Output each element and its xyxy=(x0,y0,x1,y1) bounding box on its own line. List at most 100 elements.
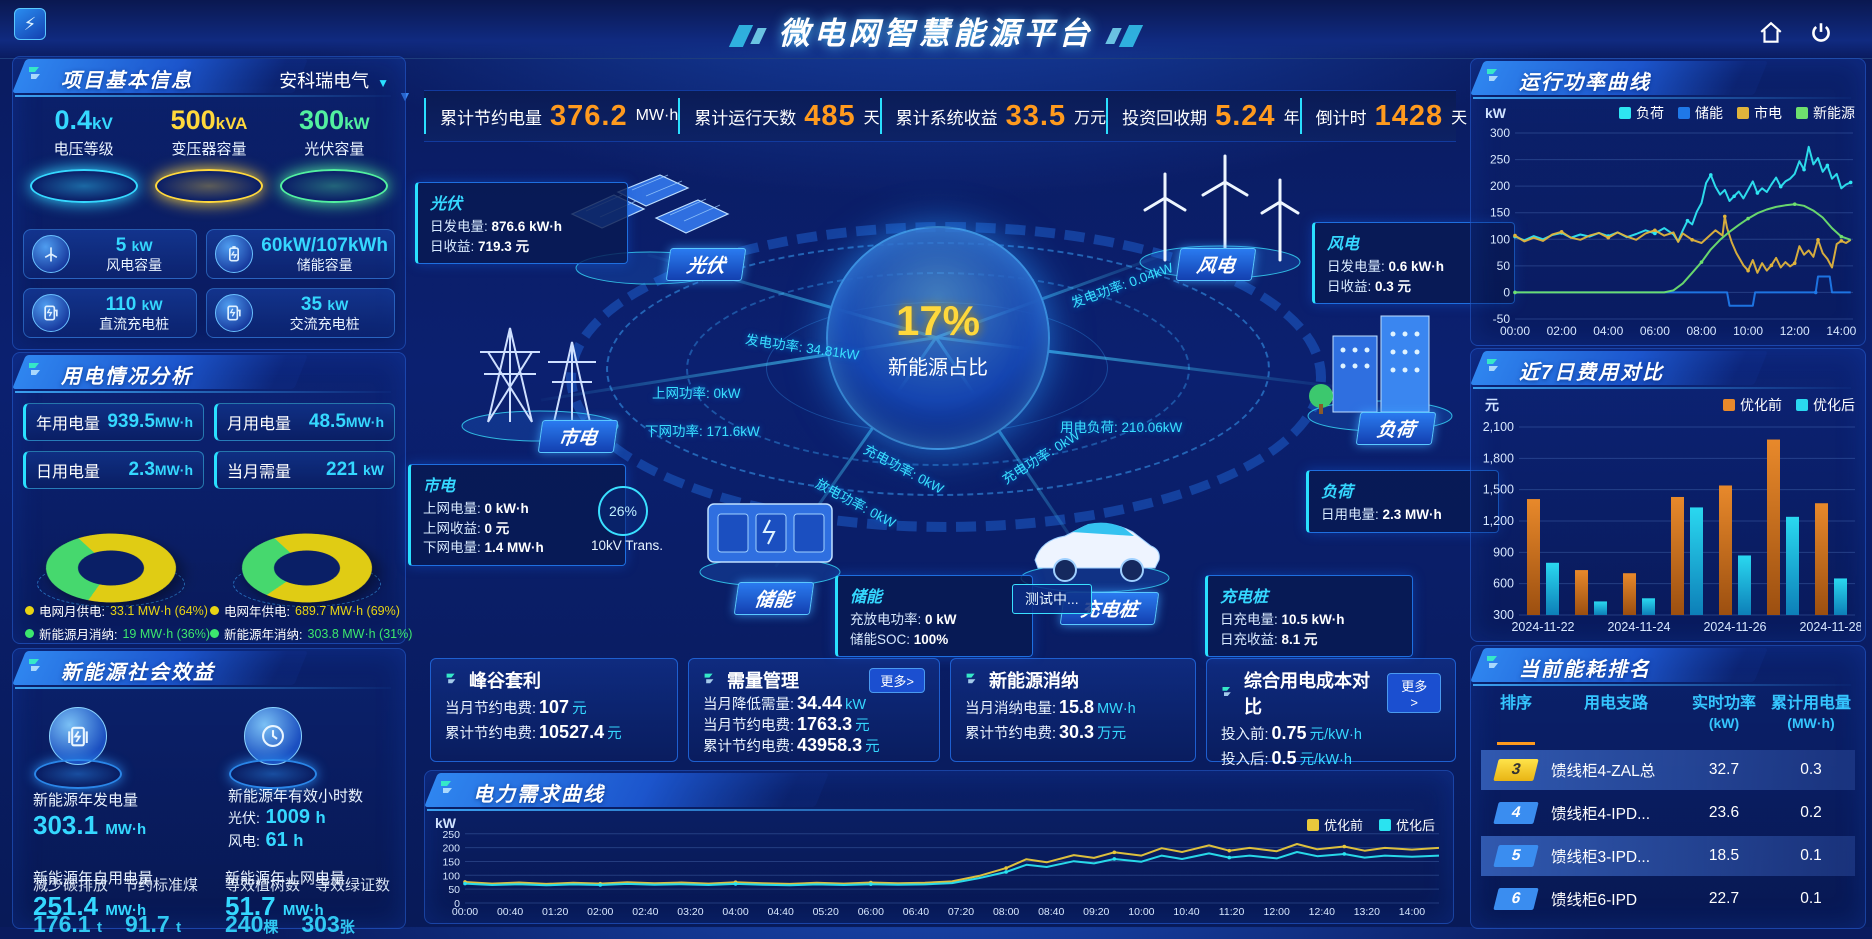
rank-badge: 4 xyxy=(1493,802,1539,824)
legend-item[interactable]: 优化前 xyxy=(1306,815,1363,834)
day-usage: 日用电量 2.3MW·h xyxy=(23,451,204,489)
svg-text:14:00: 14:00 xyxy=(1826,324,1856,338)
svg-text:50: 50 xyxy=(448,884,460,896)
demand-y-unit: kW xyxy=(435,815,456,831)
column-header: 用电支路 xyxy=(1583,695,1648,712)
corner-flag-icon xyxy=(1222,686,1231,697)
demand-curve-header: 电力需求曲线 xyxy=(424,771,1453,811)
panel-flag-icon xyxy=(29,659,40,671)
svg-text:100: 100 xyxy=(1490,232,1510,246)
dc-charger-card: 110 kW 直流充电桩 xyxy=(23,288,198,338)
svg-text:00:00: 00:00 xyxy=(1500,324,1530,338)
run-power-header: 运行功率曲线 xyxy=(1470,59,1865,99)
svg-text:2024-11-24: 2024-11-24 xyxy=(1607,620,1670,634)
panel-title: 当前能耗排名 xyxy=(1519,659,1651,681)
kpi-energy-saved: 累计节约电量 376.2 MW·h xyxy=(424,98,678,134)
transformer-capacity: 500kVA 变压器容量 xyxy=(146,105,271,203)
flow-to-grid: 上网功率: 0kW xyxy=(652,386,741,401)
year-supply-donut xyxy=(218,503,396,616)
home-icon xyxy=(1760,21,1782,43)
wind-node-label: 风电 xyxy=(1175,248,1257,281)
table-row[interactable]: 4 馈线柜4-IPD... 23.6 0.2 xyxy=(1481,793,1855,833)
collapse-arrow-icon[interactable]: ▼ xyxy=(398,88,412,104)
page-title: 微电网智慧能源平台 xyxy=(0,8,1872,53)
svg-text:06:40: 06:40 xyxy=(903,906,929,918)
grid-info-box: 市电 上网电量: 0 kW·h 上网收益: 0 元 下网电量: 1.4 MW·h xyxy=(408,464,626,566)
svg-text:06:00: 06:00 xyxy=(1640,324,1670,338)
panel-title: 项目基本信息 xyxy=(61,70,193,92)
svg-text:2,100: 2,100 xyxy=(1483,420,1514,434)
panel-flag-icon xyxy=(1487,359,1498,371)
home-button[interactable] xyxy=(1752,14,1790,52)
renewable-percent-label: 新能源占比 xyxy=(888,356,988,379)
svg-text:250: 250 xyxy=(442,829,460,841)
scroll-indicator xyxy=(1497,742,1535,745)
svg-text:600: 600 xyxy=(1493,577,1514,591)
svg-text:14:00: 14:00 xyxy=(1399,906,1425,918)
flow-load-power: 用电负荷: 210.06kW xyxy=(1060,420,1183,435)
svg-text:02:40: 02:40 xyxy=(632,906,658,918)
cost-compare-panel: 近7日费用对比 元 优化前 优化后 300 600 900 1,200 1,500 1,8… xyxy=(1470,348,1866,642)
legend-item[interactable]: 新能源 xyxy=(1796,103,1855,123)
svg-text:08:40: 08:40 xyxy=(1038,906,1064,918)
pv-capacity: 300kW 光伏容量 xyxy=(272,105,397,203)
month-usage: 月用电量 48.5MW·h xyxy=(214,403,395,441)
cost-bar-chart: 300 600 900 1,200 1,500 1,800 2,100 2024-11-22 2… xyxy=(1483,420,1861,634)
kpi-run-days: 累计运行天数 485 天 xyxy=(678,98,880,134)
run-power-line-chart: -50 0 50 100 150 200 250 300 00:00 02:00 04:00 06:0… xyxy=(1490,127,1857,338)
wind-capacity-card: 5 kW 风电容量 xyxy=(23,229,198,279)
legend-item: 新能源年消纳: 303.8 MW·h (31%) xyxy=(210,624,412,643)
power-button[interactable] xyxy=(1802,14,1840,52)
panel-flag-icon xyxy=(1487,69,1498,81)
pv-node-label: 光伏 xyxy=(665,248,747,281)
load-info-box: 负荷 日用电量: 2.3 MW·h xyxy=(1306,470,1499,533)
battery-lightning-icon xyxy=(49,707,107,765)
ranking-table-header: 排序 用电支路 实时功率 (kW) 累计用电量 (MW·h) xyxy=(1481,694,1855,734)
wind-info-box: 风电 日发电量: 0.6 kW·h 日收益: 0.3 元 xyxy=(1312,222,1515,305)
peak-valley-arbitrage-box: 峰谷套利 当月节约电费: 107 元 累计节约电费: 10527.4 元 xyxy=(430,658,678,762)
table-row[interactable]: 5 馈线柜3-IPD... 18.5 0.1 xyxy=(1481,836,1855,876)
power-analysis-header: 用电情况分析 xyxy=(12,353,405,393)
month-supply-donut xyxy=(22,503,200,616)
svg-text:07:20: 07:20 xyxy=(948,906,974,918)
capacity-cards: 5 kW 风电容量 60kW/107kWh 储能容量 110 kW 直流充电桩 … xyxy=(23,229,395,338)
svg-text:08:00: 08:00 xyxy=(993,906,1019,918)
demand-more-button[interactable]: 更多> xyxy=(869,667,925,693)
panel-title: 近7日费用对比 xyxy=(1519,362,1665,384)
table-row[interactable]: 6 馈线柜6-IPD 22.7 0.1 xyxy=(1481,879,1855,919)
column-header: 实时功率 (kW) xyxy=(1691,695,1756,731)
app-logo-icon: ⚡ xyxy=(14,8,46,40)
svg-text:300: 300 xyxy=(1490,127,1510,140)
legend-item[interactable]: 优化后 xyxy=(1378,815,1435,834)
table-row[interactable]: 3 馈线柜4-ZAL总 32.7 0.3 xyxy=(1481,750,1855,790)
cost-y-unit: 元 xyxy=(1485,397,1499,413)
svg-text:50: 50 xyxy=(1497,259,1511,273)
legend-item[interactable]: 储能 xyxy=(1678,103,1723,123)
svg-text:04:00: 04:00 xyxy=(722,906,748,918)
storage-node-label: 储能 xyxy=(733,582,815,615)
voltage-level: 0.4kV 电压等级 xyxy=(21,105,146,203)
project-info-panel: 项目基本信息 安科瑞电气 ▼ 0.4kV 电压等级 500kVA 变压器容量 30… xyxy=(12,56,406,350)
ev-car-icon xyxy=(1020,522,1170,593)
legend-item[interactable]: 负荷 xyxy=(1619,103,1664,123)
legend-item[interactable]: 市电 xyxy=(1737,103,1782,123)
cost-chart-legend: 优化前 优化后 xyxy=(1723,395,1855,415)
legend-item[interactable]: 优化前 xyxy=(1723,395,1782,415)
flow-from-grid: 下网功率: 171.6kW xyxy=(645,424,760,439)
run-y-unit: kW xyxy=(1485,105,1506,121)
svg-text:12:40: 12:40 xyxy=(1309,906,1335,918)
kpi-stats-bar: 累计节约电量 376.2 MW·h 累计运行天数 485 天 累计系统收益 33… xyxy=(424,90,1467,142)
svg-text:05:20: 05:20 xyxy=(813,906,839,918)
company-select[interactable]: 安科瑞电气 ▼ xyxy=(279,71,389,91)
svg-text:06:00: 06:00 xyxy=(858,906,884,918)
panel-flag-icon xyxy=(29,67,40,79)
cost-more-button[interactable]: 更多> xyxy=(1387,673,1441,713)
energy-ranking-header: 当前能耗排名 xyxy=(1470,646,1865,686)
legend-item[interactable]: 优化后 xyxy=(1796,395,1855,415)
run-power-panel: 运行功率曲线 kW 负荷 储能 市电 新能源 -50 0 50 100 150 200 25… xyxy=(1470,58,1866,346)
project-info-header: 项目基本信息 安科瑞电气 ▼ xyxy=(12,57,405,97)
svg-text:10:40: 10:40 xyxy=(1173,906,1199,918)
top-header xyxy=(0,0,1872,59)
spotlight-base-icon xyxy=(154,169,263,203)
